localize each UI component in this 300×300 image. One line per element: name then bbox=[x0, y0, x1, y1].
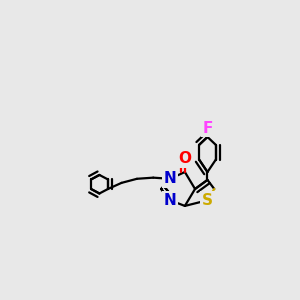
Text: F: F bbox=[202, 121, 213, 136]
Text: N: N bbox=[164, 193, 176, 208]
Text: S: S bbox=[202, 193, 213, 208]
Text: N: N bbox=[164, 171, 176, 186]
Text: O: O bbox=[178, 151, 191, 166]
